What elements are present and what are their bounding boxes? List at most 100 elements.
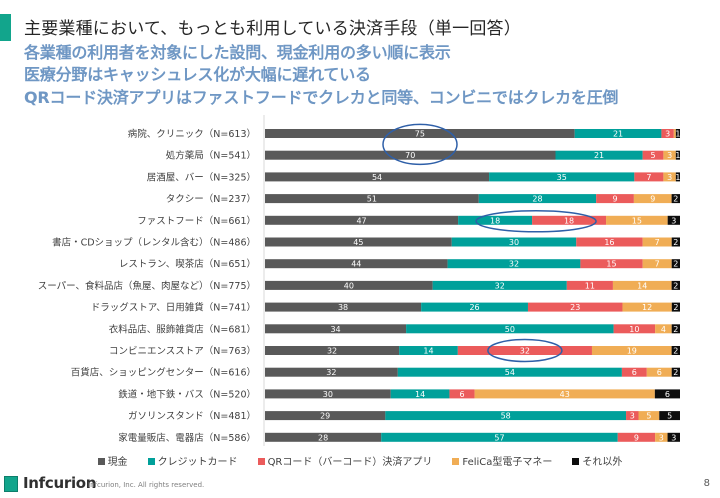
legend-swatch-icon — [257, 458, 265, 465]
bar-segment-4 — [659, 411, 680, 421]
bar-segment-4 — [671, 346, 680, 355]
legend-item: それ以外 — [572, 453, 622, 468]
data-label: 3 — [665, 130, 670, 139]
legend-swatch-icon — [572, 458, 580, 465]
bar-segment-3 — [663, 172, 676, 182]
data-label: 18 — [490, 216, 500, 225]
data-label: 14 — [415, 390, 425, 399]
category-label: 百貨店、ショッピングセンター（N=616） — [71, 367, 256, 379]
bar-segment-2 — [449, 389, 475, 399]
data-label: 34 — [330, 325, 340, 334]
data-label: 58 — [501, 412, 511, 421]
footer-brand: Infcurion — [23, 474, 97, 492]
category-label: ファストフード（N=661） — [137, 215, 256, 227]
data-label: 38 — [338, 303, 348, 312]
bar-segment-3 — [606, 215, 668, 225]
bar-segment-1 — [489, 172, 635, 182]
data-label: 30 — [323, 390, 333, 399]
data-label: 9 — [634, 433, 639, 442]
data-label: 2 — [673, 347, 678, 356]
data-label: 2 — [673, 238, 678, 247]
data-label: 54 — [505, 368, 515, 377]
data-label: 6 — [665, 390, 670, 399]
data-label: 4 — [661, 325, 666, 334]
data-label: 29 — [320, 412, 330, 421]
bar-segment-0 — [265, 172, 490, 182]
bar-segment-3 — [642, 259, 672, 269]
bar-segment-0 — [265, 324, 407, 334]
data-label: 3 — [671, 216, 676, 225]
bar-segment-4 — [667, 432, 680, 442]
bar-segment-0 — [265, 411, 386, 421]
bar-segment-2 — [566, 280, 613, 290]
bar-segment-1 — [385, 411, 627, 421]
data-label: 30 — [509, 238, 519, 247]
data-label: 1 — [675, 130, 680, 139]
data-label: 2 — [673, 195, 678, 204]
bar-segment-0 — [265, 259, 448, 269]
bar-segment-4 — [654, 389, 680, 399]
bar-segment-1 — [421, 302, 528, 312]
bar-segment-4 — [671, 194, 680, 204]
bar-segment-3 — [673, 129, 676, 138]
page-number: 8 — [703, 478, 710, 489]
data-label: 75 — [415, 130, 425, 139]
footer-copyright: Infcurion, Inc. All rights reserved. — [88, 481, 205, 489]
data-label: 6 — [657, 368, 662, 377]
legend-item: QRコード（バーコード）決済アプリ — [257, 453, 433, 468]
data-label: 57 — [494, 433, 504, 442]
data-label: 70 — [405, 151, 415, 160]
bar-segment-3 — [646, 367, 672, 377]
legend-label: QRコード（バーコード）決済アプリ — [267, 457, 433, 468]
bar-segment-0 — [265, 237, 452, 247]
bar-segment-0 — [265, 367, 398, 377]
data-label: 28 — [532, 195, 542, 204]
data-label: 32 — [326, 368, 336, 377]
data-label: 15 — [606, 260, 616, 269]
data-label: 15 — [632, 216, 642, 225]
bar-segment-2 — [642, 150, 664, 160]
infcurion-logo-icon — [4, 476, 18, 492]
data-label: 2 — [673, 303, 678, 312]
bar-segment-0 — [265, 150, 556, 160]
data-label: 32 — [495, 281, 505, 290]
category-label: スーパー、食料品店（魚屋、肉屋など）（N=775） — [38, 280, 256, 292]
bar-segment-3 — [663, 150, 676, 160]
bar-segment-4 — [671, 302, 680, 312]
data-label: 40 — [344, 281, 354, 290]
subtitle-1: 各業種の利用者を対象にした設問、現金利用の多い順に表示 — [24, 43, 451, 62]
chart-legend: 現金 クレジットカード QRコード（バーコード）決済アプリ FeliCa型電子マネー そ… — [0, 453, 720, 468]
bar-segment-0 — [265, 280, 433, 290]
bar-segment-3 — [612, 280, 672, 290]
title-accent-bar — [0, 14, 11, 41]
highlight-ellipse — [475, 210, 597, 233]
category-label: 書店・CDショップ（レンタル含む）（N=486） — [52, 237, 256, 249]
data-label: 10 — [629, 325, 639, 334]
bar-segment-3 — [655, 432, 668, 442]
data-label: 3 — [659, 433, 664, 442]
highlight-ellipse — [382, 123, 458, 166]
data-label: 7 — [646, 173, 651, 182]
data-label: 14 — [637, 281, 647, 290]
data-label: 2 — [673, 368, 678, 377]
data-label: 5 — [667, 412, 672, 421]
bar-segment-1 — [555, 150, 643, 160]
bar-segment-2 — [613, 324, 656, 334]
bar-segment-0 — [265, 302, 422, 312]
legend-label: それ以外 — [582, 457, 623, 468]
data-label: 3 — [630, 412, 635, 421]
data-label: 43 — [560, 390, 570, 399]
bar-segment-2 — [576, 237, 643, 247]
legend-item: クレジットカード — [147, 453, 238, 468]
bar-segment-2 — [596, 194, 634, 204]
bar-segment-0 — [265, 215, 459, 225]
bar-segment-2 — [532, 215, 607, 225]
data-label: 32 — [327, 347, 337, 356]
bar-segment-1 — [451, 237, 577, 247]
data-label: 9 — [650, 195, 655, 204]
bar-segment-0 — [265, 389, 391, 399]
bar-segment-2 — [527, 302, 623, 312]
data-label: 35 — [557, 173, 567, 182]
bar-segment-1 — [458, 215, 533, 225]
bar-segment-2 — [634, 172, 664, 182]
